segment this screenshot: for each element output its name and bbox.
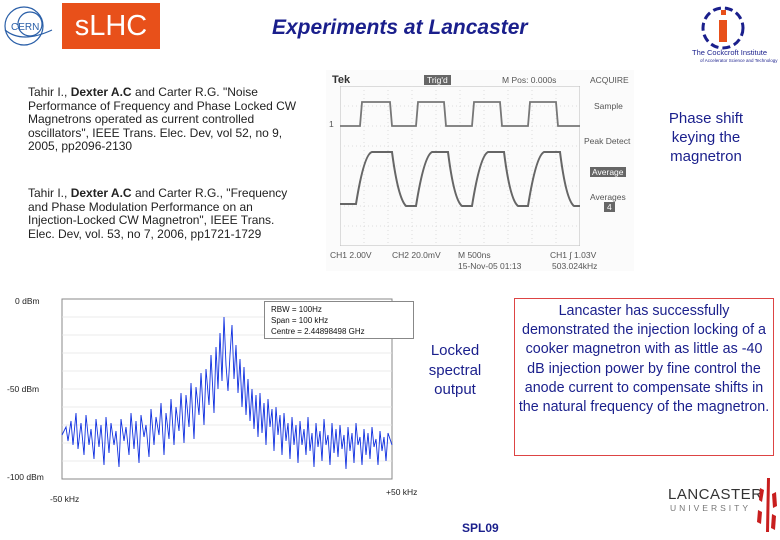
cockcroft-name: The Cockcroft Institute xyxy=(692,48,768,57)
scope-brand: Tek xyxy=(332,74,351,86)
lancaster-bottom-text: UNIVERSITY xyxy=(670,503,751,513)
scope-frequency: 503.024kHz xyxy=(552,261,598,271)
scope-ch1-scale: CH1 2.00V xyxy=(330,250,372,260)
y-axis-top-label: 0 dBm xyxy=(15,296,40,306)
cern-logo-text: CERN xyxy=(11,22,39,33)
x-axis-right-label: +50 kHz xyxy=(386,487,418,497)
scope-ch2-scale: CH2 20.0mV xyxy=(392,250,441,260)
ref2-authors: Tahir I., xyxy=(28,186,71,200)
reference-1: Tahir I., Dexter A.C and Carter R.G. "No… xyxy=(28,85,303,154)
y-axis-mid-label: -50 dBm xyxy=(7,384,40,394)
cern-logo: CERN xyxy=(4,6,53,46)
centre-text: Centre = 2.44898498 GHz xyxy=(271,327,365,336)
scope-trace-ch1 xyxy=(340,101,580,127)
scope-menu-averages: Averages xyxy=(590,192,626,202)
lancaster-top-text: LANCASTER xyxy=(668,486,763,503)
scope-menu-peak: Peak Detect xyxy=(584,136,631,146)
scope-trace-ch2 xyxy=(340,151,580,207)
scope-menu-sample: Sample xyxy=(594,101,623,111)
lancaster-logo: LANCASTER UNIVERSITY xyxy=(668,478,777,532)
slide-code: SPL09 xyxy=(462,521,499,535)
spectrum-trace xyxy=(61,316,393,470)
summary-box: Lancaster has successfully demonstrated … xyxy=(514,298,774,456)
scope-time-scale: M 500ns xyxy=(458,250,491,260)
scope-date: 15-Nov-05 01:13 xyxy=(458,261,522,271)
ref1-authors: Tahir I., xyxy=(28,85,71,99)
x-axis-left-label: -50 kHz xyxy=(50,494,80,504)
scope-mpos: M Pos: 0.000s xyxy=(502,75,557,85)
phase-shift-label: Phase shift keying the magnetron xyxy=(668,110,744,165)
locked-spectral-label: Locked spectral output xyxy=(428,342,482,398)
rbw-text: RBW = 100Hz xyxy=(271,305,322,314)
page-title: Experiments at Lancaster xyxy=(272,16,528,39)
scope-trig-level: CH1 ∫ 1.03V xyxy=(550,250,597,260)
reference-2: Tahir I., Dexter A.C and Carter R.G., "F… xyxy=(28,186,303,241)
spectrum-settings-box: RBW = 100Hz Span = 100 kHz Centre = 2.44… xyxy=(264,301,414,339)
ref1-rest: and Carter R.G. "Noise Performance of Fr… xyxy=(28,85,297,154)
cockcroft-subtitle: of Accelerator Science and Technology xyxy=(700,58,778,63)
ref2-rest: and Carter R.G., "Frequency and Phase Mo… xyxy=(28,186,288,241)
ref1-bold-author: Dexter A.C xyxy=(70,85,132,99)
scope-trig-status: Trig'd xyxy=(424,75,451,85)
scope-ch1-marker: 1 xyxy=(329,119,334,129)
scope-graticule xyxy=(340,86,580,246)
oscilloscope-capture: Tek Trig'd M Pos: 0.000s ACQUIRE Sample … xyxy=(326,70,634,271)
cockcroft-logo xyxy=(701,6,745,50)
scope-mode: ACQUIRE xyxy=(590,75,629,85)
slhc-label: sLHC xyxy=(62,3,160,49)
ref2-bold-author: Dexter A.C xyxy=(70,186,132,200)
y-axis-bottom-label: -100 dBm xyxy=(7,472,44,482)
scope-averages-value: 4 xyxy=(604,202,615,212)
span-text: Span = 100 kHz xyxy=(271,316,329,325)
scope-menu-average: Average xyxy=(590,167,626,177)
